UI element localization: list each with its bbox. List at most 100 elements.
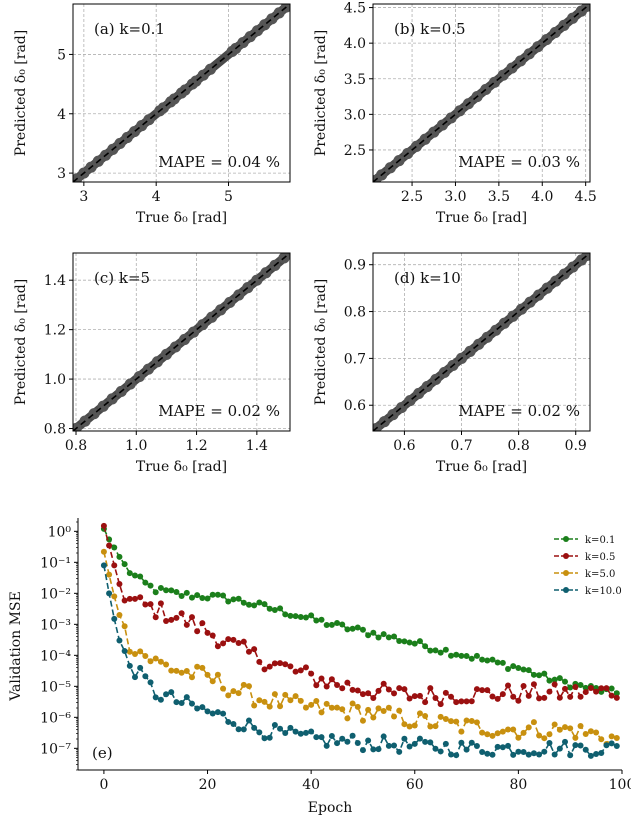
data-point (194, 628, 201, 635)
y-tick-label: 0.9 (344, 258, 366, 274)
data-point (354, 624, 361, 631)
data-point (106, 542, 113, 549)
data-point (266, 663, 273, 670)
data-point (556, 745, 563, 752)
data-point (152, 694, 159, 701)
data-point (375, 705, 382, 712)
axes-frame (372, 3, 591, 183)
data-point (613, 735, 620, 742)
data-point (318, 734, 325, 741)
series-line-k=5.0 (103, 551, 618, 746)
data-point (334, 681, 341, 688)
data-point (406, 723, 413, 730)
x-tick-label: 40 (302, 777, 320, 793)
data-point (111, 562, 118, 569)
data-point (494, 659, 501, 666)
data-point (546, 739, 553, 746)
data-point (458, 728, 465, 735)
data-point (505, 742, 512, 749)
data-point (546, 688, 553, 695)
data-point (163, 587, 170, 594)
x-tick-label: 1.0 (125, 438, 147, 454)
data-point (536, 695, 543, 702)
data-point (297, 697, 304, 704)
data-point (297, 667, 304, 674)
y-tick-label: 10⁻⁶ (40, 710, 71, 726)
data-point (323, 622, 330, 629)
x-tick-label: 80 (509, 777, 527, 793)
data-point (251, 602, 258, 609)
data-point (484, 657, 491, 664)
x-tick-label: 60 (406, 777, 424, 793)
data-point (463, 746, 470, 753)
x-tick-label: 20 (199, 777, 217, 793)
data-point (598, 736, 605, 743)
data-point (157, 584, 164, 591)
data-point (515, 665, 522, 672)
data-point (582, 684, 589, 691)
data-point (546, 731, 553, 738)
y-tick-label: 10⁻⁴ (40, 648, 71, 664)
data-point (551, 751, 558, 758)
data-point (147, 679, 154, 686)
data-point (380, 631, 387, 638)
data-point (204, 671, 211, 678)
data-point (396, 638, 403, 645)
data-point (328, 621, 335, 628)
data-point (302, 614, 309, 621)
data-point (520, 683, 527, 690)
x-tick-label: 3.5 (488, 189, 510, 205)
data-point (245, 601, 252, 608)
data-point (188, 674, 195, 681)
data-point (520, 749, 527, 756)
y-tick-label: 10⁰ (48, 524, 72, 540)
data-point (323, 683, 330, 690)
data-point (593, 688, 600, 695)
data-point (525, 692, 532, 699)
data-point (401, 686, 408, 693)
panel-label: (e) (92, 744, 113, 762)
data-point (567, 725, 574, 732)
data-point (168, 587, 175, 594)
x-axis-label: True δ₀ [rad] (436, 459, 527, 475)
data-point (391, 713, 398, 720)
data-point (505, 666, 512, 673)
data-point (220, 640, 227, 647)
data-point (437, 748, 444, 755)
data-point (416, 735, 423, 742)
data-point (220, 710, 227, 717)
data-point (308, 701, 315, 708)
data-point (520, 729, 527, 736)
y-tick-label: 1.4 (44, 273, 66, 289)
data-point (473, 652, 480, 659)
data-point (510, 663, 517, 670)
legend-marker (563, 553, 569, 559)
data-point (178, 592, 185, 599)
data-point (613, 742, 620, 749)
data-point (251, 646, 258, 653)
data-point (551, 721, 558, 728)
data-point (380, 707, 387, 714)
data-point (292, 613, 299, 620)
data-point (593, 729, 600, 736)
data-point (572, 742, 579, 749)
panel-label: (b) k=0.5 (394, 20, 466, 38)
data-point (245, 717, 252, 724)
data-point (131, 572, 138, 579)
data-point (256, 599, 263, 606)
data-point (525, 724, 532, 731)
data-point (292, 728, 299, 735)
x-axis-label: True δ₀ [rad] (136, 210, 227, 226)
data-point (111, 593, 118, 600)
data-point (287, 697, 294, 704)
data-point (572, 684, 579, 691)
data-point (427, 739, 434, 746)
y-tick-label: 4.0 (344, 36, 366, 52)
data-point (199, 664, 206, 671)
data-point (137, 648, 144, 655)
data-point (261, 666, 268, 673)
identity-line (373, 253, 590, 431)
data-point (204, 629, 211, 636)
data-point (318, 709, 325, 716)
data-point (422, 643, 429, 650)
